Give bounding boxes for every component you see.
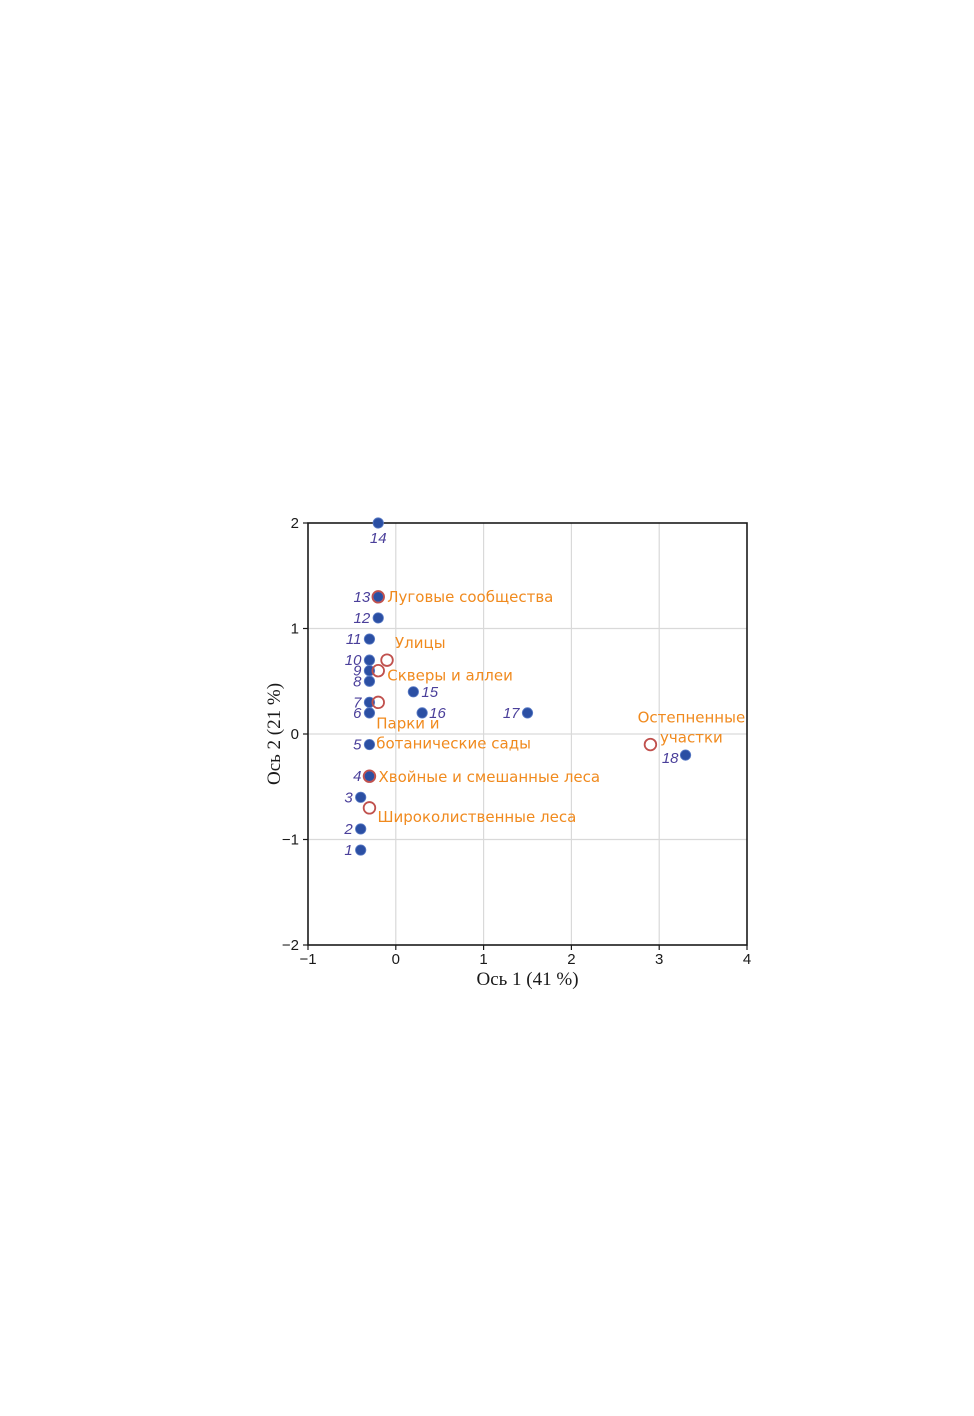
sample-point bbox=[363, 696, 376, 708]
sample-point-label: 6 bbox=[353, 705, 362, 722]
x-tick-label: 1 bbox=[479, 951, 487, 968]
sample-point bbox=[355, 791, 367, 803]
habitat-label: Широколиственные леса bbox=[377, 808, 576, 826]
grid-lines bbox=[308, 523, 747, 945]
sample-point-label: 4 bbox=[353, 768, 361, 785]
habitat-label-line: Широколиственные леса bbox=[377, 808, 576, 826]
sample-point-label: 8 bbox=[353, 673, 362, 690]
habitat-centroid bbox=[371, 590, 385, 604]
y-axis-title: Ось 2 (21 %) bbox=[264, 683, 285, 785]
habitat-centroid bbox=[362, 769, 377, 783]
y-tick-label: −2 bbox=[282, 937, 299, 954]
habitat-centroid bbox=[371, 664, 385, 678]
sample-point-label: 12 bbox=[354, 610, 371, 627]
habitat-centroid bbox=[371, 695, 385, 710]
habitat-label-line: Остепненные bbox=[638, 709, 746, 727]
sample-point bbox=[372, 612, 384, 624]
sample-point-label: 17 bbox=[503, 705, 520, 722]
sample-point-label: 16 bbox=[429, 705, 446, 722]
x-tick-label: 4 bbox=[743, 951, 751, 968]
habitat-label: Луговые сообщества bbox=[387, 588, 553, 606]
sample-point-label: 5 bbox=[353, 737, 362, 754]
sample-point bbox=[363, 707, 376, 719]
sample-point-label: 11 bbox=[346, 631, 362, 648]
y-tick-label: 1 bbox=[291, 621, 299, 638]
x-tick-label: 0 bbox=[392, 951, 400, 968]
sample-point bbox=[407, 686, 419, 698]
sample-point bbox=[363, 738, 376, 751]
y-tick-label: 2 bbox=[291, 515, 299, 532]
sample-point bbox=[372, 517, 384, 529]
sample-point bbox=[679, 749, 692, 761]
x-tick-label: 3 bbox=[655, 951, 663, 968]
sample-point-label: 13 bbox=[354, 589, 371, 606]
habitat-centroid bbox=[643, 737, 658, 752]
habitat-label-line: Улицы bbox=[395, 634, 446, 652]
sample-point-label: 15 bbox=[421, 684, 438, 701]
habitat-label-line: Хвойные и смешанные леса bbox=[378, 768, 600, 786]
sample-point bbox=[363, 633, 376, 645]
sample-point-label: 7 bbox=[353, 694, 362, 711]
sample-point bbox=[521, 707, 534, 719]
sample-point-label: 9 bbox=[353, 663, 362, 680]
habitat-label-line: Луговые сообщества bbox=[387, 588, 553, 606]
sample-point bbox=[363, 654, 376, 666]
y-tick-label: −1 bbox=[282, 832, 299, 849]
x-tick-label: 2 bbox=[567, 951, 575, 968]
habitat-label-line: Парки и bbox=[376, 714, 439, 732]
y-tick-label: 0 bbox=[291, 726, 299, 743]
sample-point bbox=[355, 844, 367, 856]
sample-point-label: 1 bbox=[344, 842, 352, 859]
sample-point-label: 10 bbox=[345, 652, 362, 669]
habitat-label-line: ботанические сады bbox=[376, 734, 531, 752]
habitat-label: Улицы bbox=[395, 634, 446, 652]
habitat-label: Скверы и аллеи bbox=[387, 667, 513, 685]
sample-point-label: 14 bbox=[370, 530, 387, 547]
sample-point-label: 2 bbox=[343, 821, 353, 838]
habitat-centroid bbox=[362, 801, 377, 815]
sample-point bbox=[416, 707, 428, 719]
habitat-label: Остепненные участки bbox=[638, 709, 746, 747]
x-tick-label: −1 bbox=[299, 951, 316, 968]
x-axis-title: Ось 1 (41 %) bbox=[476, 969, 578, 990]
sample-point bbox=[363, 675, 376, 687]
habitat-label: Парки и ботанические сады bbox=[376, 714, 531, 752]
habitat-label: Хвойные и смешанные леса bbox=[378, 768, 600, 786]
habitat-centroid bbox=[380, 653, 394, 667]
habitat-label-line: участки bbox=[660, 729, 723, 747]
sample-point bbox=[355, 823, 367, 835]
habitat-label-line: Скверы и аллеи bbox=[387, 667, 513, 685]
sample-point-label: 18 bbox=[662, 750, 679, 767]
sample-point-label: 3 bbox=[344, 789, 353, 806]
